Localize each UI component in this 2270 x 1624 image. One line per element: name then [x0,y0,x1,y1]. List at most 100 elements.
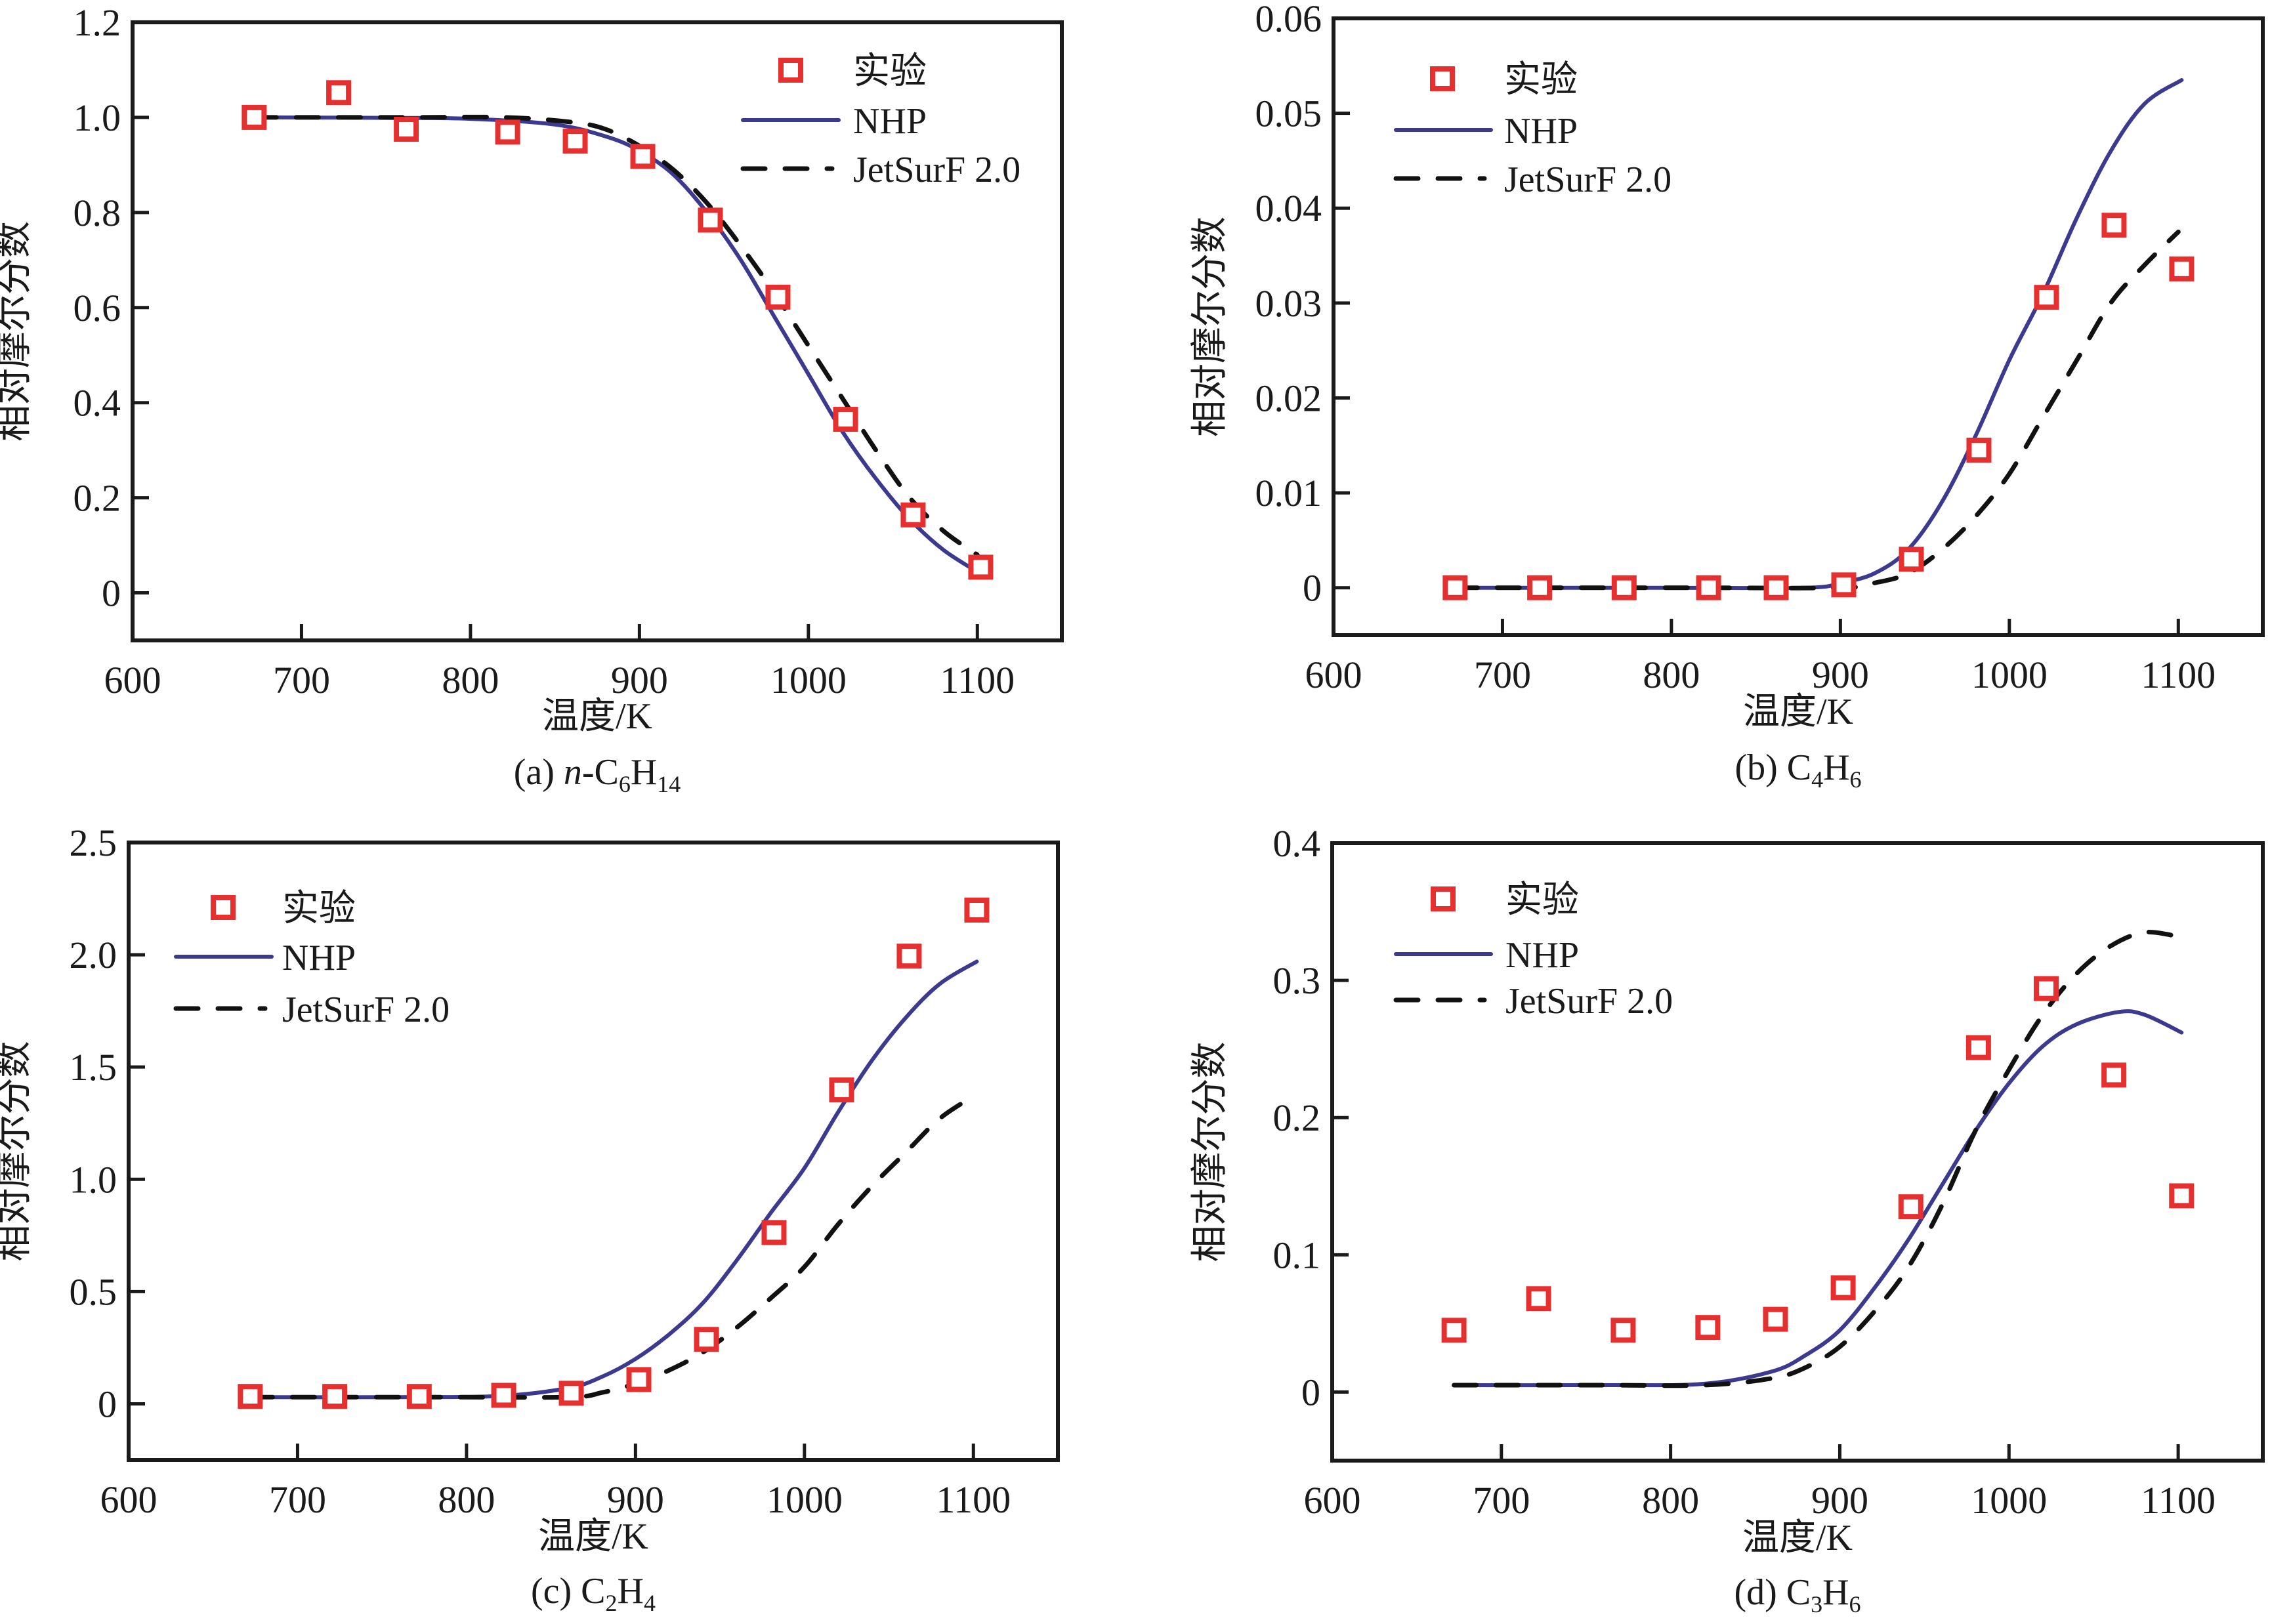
y-axis-label: 相对摩尔分数 [1190,1042,1230,1262]
y-tick-label: 0.8 [74,192,121,234]
legend-label: NHP [282,938,356,978]
experiment-marker [765,284,791,310]
experiment-marker [1610,1318,1636,1343]
x-tick-label: 700 [1474,654,1531,696]
x-tick-label: 1100 [2141,654,2216,696]
x-axis-label: 温度/K [1742,1518,1853,1558]
experiment-marker [2101,213,2127,238]
x-tick-label: 1000 [770,659,847,701]
panel-caption: (d) C3​H6​ [1734,1572,1860,1617]
experiment-marker [829,1077,854,1103]
y-tick-label: 1.5 [70,1046,117,1089]
y-tick-label: 0.4 [74,382,121,425]
caption-formula-part: C [1787,747,1811,788]
experiment-marker [1526,1286,1551,1312]
plot-frame [1332,16,2265,637]
experiment-marker [698,207,723,233]
plot-frame [131,20,1064,642]
caption-formula-part: H [618,1571,644,1612]
legend-label: JetSurF 2.0 [282,989,450,1030]
legend-marker-experiment [1430,66,1455,91]
experiment-marker [2169,256,2195,281]
experiment-marker [1899,547,1924,572]
y-tick-label: 0.04 [1255,187,1322,230]
experiment-marker [394,117,419,142]
legend-marker-experiment [1431,886,1456,911]
caption-prefix: (c) [531,1571,581,1612]
legend-label: NHP [1504,111,1578,152]
caption-subscript: 6 [1849,1591,1861,1617]
x-tick-label: 800 [1642,1479,1699,1522]
caption-formula-part: H [1822,1572,1849,1613]
experiment-marker [562,129,588,154]
y-axis-label: 相对摩尔分数 [0,221,35,442]
y-tick-label: 0 [98,1383,117,1425]
caption-subscript: 6 [619,771,631,797]
panel-caption: (b) C4​H6​ [1734,747,1861,793]
experiment-marker [1966,438,1992,463]
experiment-marker [1831,572,1857,598]
x-tick-label: 1000 [1971,1479,2047,1522]
plot-frame [127,841,1060,1462]
x-tick-label: 700 [1473,1479,1530,1522]
y-tick-label: 0.02 [1255,377,1322,419]
panel-d: 600 700 800 900 1000 1100 0 0.1 0.2 0.3 0.4 温度/K 相对摩… [1190,822,2265,1617]
legend-label: JetSurF 2.0 [853,150,1020,190]
x-tick-label: 900 [607,1478,664,1521]
y-tick-label: 1.0 [74,96,121,139]
experiment-marker [326,80,352,106]
y-tick-label: 0.03 [1255,282,1322,325]
caption-prefix: (a) [514,752,564,793]
x-tick-label: 700 [269,1478,326,1521]
y-tick-label: 0.2 [74,477,121,520]
x-tick-label: 600 [104,659,161,701]
x-tick-label: 1100 [936,1478,1011,1521]
x-tick-label: 800 [438,1478,495,1521]
y-tick-label: 1.0 [70,1158,117,1201]
x-tick-label: 1000 [1971,654,2048,696]
experiment-marker [900,502,926,528]
y-axis-label: 相对摩尔分数 [0,1041,35,1262]
experiment-marker [833,407,858,432]
y-tick-label: 2.0 [70,934,117,976]
jetsurf-curve [247,1094,976,1400]
legend-label: JetSurF 2.0 [1505,981,1673,1022]
experiment-marker [964,897,990,923]
caption-subscript: 3 [1811,1591,1822,1617]
experiment-marker [1763,575,1789,600]
legend-label: JetSurF 2.0 [1504,159,1671,200]
panel-c: 600 700 800 900 1000 1100 0 0.5 1.0 1.5 2.0 2.5 温度/K… [0,822,1060,1616]
x-tick-label: 600 [100,1478,158,1521]
experiment-marker [626,1367,652,1392]
y-tick-label: 0.06 [1255,0,1322,40]
y-tick-label: 0.4 [1273,822,1321,865]
x-tick-label: 1100 [2141,1479,2216,1522]
experiment-marker [1442,575,1468,600]
jetsurf-curve [1452,229,2181,591]
experiment-marker [761,1220,787,1245]
experiment-marker [558,1381,584,1406]
panel-caption: (a) n-C6​H14​ [514,752,681,797]
legend: 实验 NHP JetSurF 2.0 [1393,60,1671,200]
legend-marker-experiment [211,895,236,920]
x-tick-label: 600 [1305,654,1362,696]
caption-formula-part: C [581,1571,605,1612]
y-tick-label: 0.1 [1273,1234,1321,1276]
caption-prefix: (b) [1734,747,1786,788]
y-tick-label: 1.2 [74,1,121,44]
caption-formula-part: -C [582,752,619,793]
y-tick-label: 0 [1301,1371,1320,1413]
x-axis-label: 温度/K [542,696,652,737]
experiment-marker [630,144,656,169]
legend: 实验 NHP JetSurF 2.0 [1393,880,1673,1022]
caption-formula-part: H [1823,747,1849,788]
caption-formula-part: H [631,752,657,793]
experiment-marker [2033,976,2059,1001]
legend-label: NHP [1505,935,1579,976]
caption-prefix: (d) [1734,1572,1786,1613]
panel-caption: (c) C2​H4​ [531,1571,656,1616]
x-tick-label: 900 [1811,1479,1868,1522]
experiment-marker [968,554,994,580]
experiment-marker [1965,1035,1991,1060]
experiment-marker [322,1384,348,1409]
